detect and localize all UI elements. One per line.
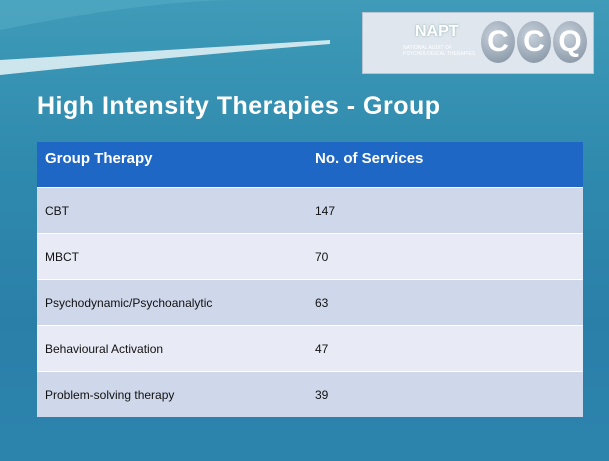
- table-cell: 47: [307, 325, 583, 372]
- header-cell: Group Therapy: [37, 142, 307, 188]
- table-cell: Problem-solving therapy: [37, 371, 307, 417]
- swoosh: [0, 0, 330, 75]
- table-row: CBT 147: [37, 187, 583, 234]
- logo-name: NAPT: [415, 23, 459, 40]
- table: Group Therapy No. of Services CBT 147 MBCT 7…: [37, 142, 583, 417]
- header-cell: No. of Services: [307, 142, 583, 188]
- logo-letter: Q: [553, 21, 587, 63]
- table-row: Problem-solving therapy 39: [37, 371, 583, 417]
- table-row: Psychodynamic/Psychoanalytic 63: [37, 279, 583, 326]
- table-cell: 147: [307, 187, 583, 234]
- logo: NAPT NATIONAL AUDIT OF PSYCHOLOGICAL THE…: [362, 12, 594, 74]
- table-cell: CBT: [37, 187, 307, 234]
- table-cell: 63: [307, 279, 583, 326]
- table-row: Behavioural Activation 47: [37, 325, 583, 372]
- logo-subtitle: NATIONAL AUDIT OF PSYCHOLOGICAL THERAPIE…: [403, 45, 476, 57]
- table-cell: 70: [307, 233, 583, 280]
- table-body: CBT 147 MBCT 70 Psychodynamic/Psychoanalytic…: [37, 187, 583, 417]
- table-cell: MBCT: [37, 233, 307, 280]
- table-cell: Psychodynamic/Psychoanalytic: [37, 279, 307, 326]
- logo-letter: C: [517, 21, 551, 63]
- logo-letter: C: [481, 21, 515, 63]
- header-row: Group Therapy No. of Services: [37, 142, 583, 188]
- slide-title: High Intensity Therapies - Group: [37, 92, 441, 120]
- table-cell: Behavioural Activation: [37, 325, 307, 372]
- table-cell: 39: [307, 371, 583, 417]
- table-row: MBCT 70: [37, 233, 583, 280]
